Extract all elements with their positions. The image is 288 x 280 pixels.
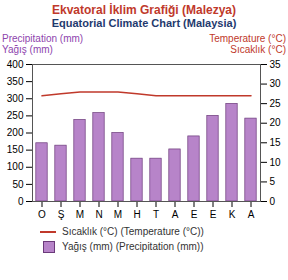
svg-text:10: 10 [270, 157, 282, 168]
html-text:Sıcaklık (°C) (Temperature (°C: Sıcaklık (°C) (Temperature (°C)) [62, 226, 204, 237]
svg-text:25: 25 [270, 98, 282, 109]
svg-text:0: 0 [270, 196, 276, 207]
svg-text:K: K [229, 209, 236, 220]
svg-text:35: 35 [270, 59, 282, 70]
svg-text:A: A [248, 209, 255, 220]
svg-text:30: 30 [270, 78, 282, 89]
svg-text:250: 250 [7, 110, 24, 121]
html-text:Precipitation (mm) Yağış (mm): Precipitation (mm) Yağış (mm) [2, 33, 84, 55]
html-text:Yağış (mm) (Precipitation (mm): Yağış (mm) (Precipitation (mm)) [62, 241, 204, 252]
svg-text:M: M [114, 209, 122, 220]
svg-text:E: E [191, 209, 198, 220]
html-text:Equatorial Climate Chart (Mala: Equatorial Climate Chart (Malaysia) [51, 17, 237, 29]
svg-text:200: 200 [7, 127, 24, 138]
svg-text:T: T [153, 209, 159, 220]
html-text:Ekvatoral İklim Grafiği (Malez: Ekvatoral İklim Grafiği (Malezya) [52, 3, 236, 17]
svg-text:15: 15 [270, 137, 282, 148]
svg-text:20: 20 [270, 117, 282, 128]
svg-text:400: 400 [7, 59, 24, 70]
svg-text:350: 350 [7, 76, 24, 87]
svg-text:5: 5 [270, 176, 276, 187]
svg-text:N: N [95, 209, 102, 220]
svg-text:O: O [38, 209, 46, 220]
svg-text:Ş: Ş [58, 209, 65, 220]
svg-text:A: A [172, 209, 179, 220]
svg-text:0: 0 [18, 196, 24, 207]
svg-text:E: E [210, 209, 217, 220]
svg-text:H: H [133, 209, 140, 220]
svg-text:300: 300 [7, 93, 24, 104]
html-text:Temperature (°C) Sıcaklık (°C): Temperature (°C) Sıcaklık (°C) [209, 33, 286, 55]
svg-text:100: 100 [7, 161, 24, 172]
svg-text:M: M [76, 209, 84, 220]
svg-text:150: 150 [7, 144, 24, 155]
svg-text:50: 50 [12, 179, 24, 190]
